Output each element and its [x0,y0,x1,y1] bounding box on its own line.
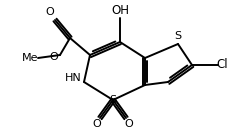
Text: Cl: Cl [216,58,228,70]
Text: O: O [125,119,133,129]
Text: HN: HN [65,73,81,83]
Text: O: O [46,7,54,17]
Text: S: S [109,95,117,105]
Text: S: S [174,31,182,41]
Text: OH: OH [111,4,129,16]
Text: O: O [93,119,101,129]
Text: O: O [50,52,58,62]
Text: Me: Me [22,53,38,63]
